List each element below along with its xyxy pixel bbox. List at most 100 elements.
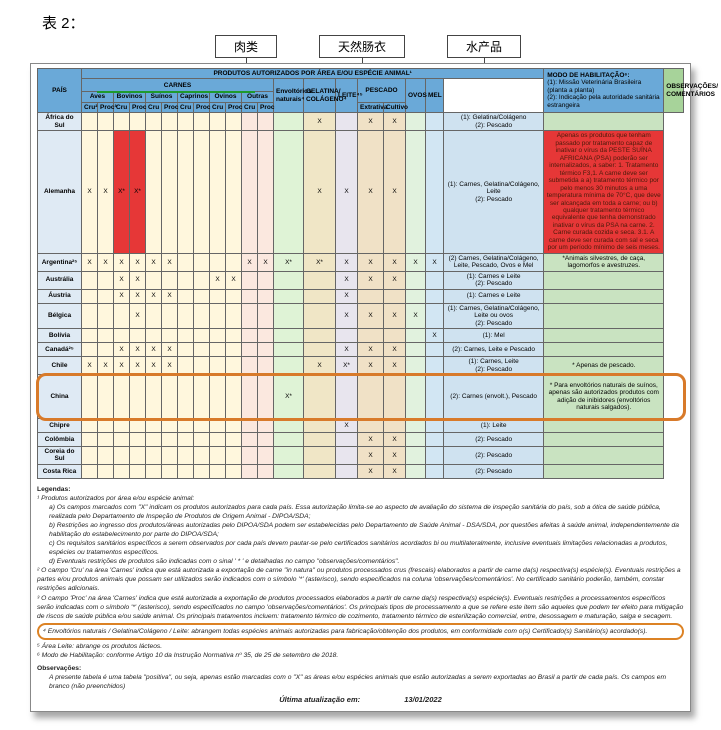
carnes-cell: X (146, 343, 162, 357)
mel-cell: X (426, 253, 444, 271)
carnes-cell (242, 433, 258, 447)
carnes-cell (178, 303, 194, 328)
carnes-cell (98, 375, 114, 419)
update-row: Última atualização em: 13/01/2022 (37, 695, 684, 705)
hab-cell: (2): Carnes, Leite e Pescado (444, 343, 544, 357)
pesc-ext-cell (358, 329, 384, 343)
obs-cell: Apenas os produtos que tenham passado po… (544, 131, 664, 254)
carnes-cell (178, 343, 194, 357)
pesc-cult-cell: X (384, 131, 406, 254)
carnes-cell (130, 464, 146, 478)
carnes-cell (242, 447, 258, 465)
carnes-cell (178, 131, 194, 254)
carnes-cell: X (258, 253, 274, 271)
country-cell: China (38, 375, 82, 419)
gel-cell (304, 343, 336, 357)
carnes-cell (98, 433, 114, 447)
carnes-cell: X (162, 289, 178, 303)
hdr-cultivo: Cultivo (384, 102, 406, 112)
carnes-cell: X (82, 357, 98, 375)
hdr-cru-proc: Cru (178, 102, 194, 112)
hdr-pescado: PESCADO (358, 79, 406, 102)
pesc-cult-cell: X (384, 447, 406, 465)
carnes-cell (178, 419, 194, 433)
gel-cell: X* (304, 253, 336, 271)
country-cell: Bolívia (38, 329, 82, 343)
carnes-cell (146, 433, 162, 447)
env-cell (274, 419, 304, 433)
legend-4-highlight: ⁴ Envoltórios naturais / Gelatina/Coláge… (37, 623, 684, 640)
carnes-cell: X (114, 271, 130, 289)
country-cell: Áustria (38, 289, 82, 303)
ovos-cell (406, 271, 426, 289)
carnes-cell (146, 113, 162, 131)
carnes-cell (130, 329, 146, 343)
obs-cell (544, 464, 664, 478)
hdr-modo-t: MODO DE HABILITAÇÃO⁶: (547, 72, 660, 79)
pesc-cult-cell (384, 289, 406, 303)
ovos-cell (406, 113, 426, 131)
carnes-cell (146, 131, 162, 254)
carnes-cell (242, 303, 258, 328)
carnes-cell (258, 271, 274, 289)
pesc-ext-cell (358, 375, 384, 419)
callout-meat: 肉类 (215, 35, 277, 58)
carnes-cell (130, 113, 146, 131)
leite-cell: X (336, 343, 358, 357)
hdr-modo-1: (1): Missão Veterinária Brasileira (plan… (547, 79, 660, 94)
leite-cell: X* (336, 357, 358, 375)
carnes-cell (242, 329, 258, 343)
obs-cell (544, 419, 664, 433)
obs-cell (544, 433, 664, 447)
obs-cell: * Para envoltórios naturais de suínos, a… (544, 375, 664, 419)
env-cell (274, 464, 304, 478)
carnes-cell (114, 464, 130, 478)
gel-cell (304, 329, 336, 343)
hdr-modo: MODO DE HABILITAÇÃO⁶: (1): Missão Veteri… (544, 69, 664, 113)
leite-cell: X (336, 271, 358, 289)
pesc-ext-cell: X (358, 113, 384, 131)
carnes-cell (258, 113, 274, 131)
carnes-cell (210, 375, 226, 419)
carnes-cell (194, 271, 210, 289)
legend-5: ⁵ Área Leite: abrange os produtos lácteo… (37, 642, 684, 651)
carnes-cell: X* (130, 131, 146, 254)
callout-aquatic: 水产品 (447, 35, 521, 58)
pesc-cult-cell (384, 329, 406, 343)
leite-cell: X (336, 289, 358, 303)
carnes-cell (162, 375, 178, 419)
legend-2: ² O campo 'Cru' na área 'Carnes' indica … (37, 566, 684, 593)
carnes-cell (130, 447, 146, 465)
hdr-mel: MEL (426, 79, 444, 113)
pesc-cult-cell: X (384, 357, 406, 375)
pesc-cult-cell: X (384, 464, 406, 478)
carnes-cell (258, 447, 274, 465)
mel-cell: X (426, 329, 444, 343)
ovos-cell (406, 464, 426, 478)
carnes-cell (226, 447, 242, 465)
hdr-bov: Bovinos (114, 92, 146, 102)
carnes-cell (242, 271, 258, 289)
env-cell (274, 289, 304, 303)
carnes-cell (162, 271, 178, 289)
carnes-cell (226, 113, 242, 131)
carnes-cell: X (82, 253, 98, 271)
pesc-cult-cell: X (384, 343, 406, 357)
carnes-cell (98, 289, 114, 303)
mel-cell (426, 447, 444, 465)
pesc-ext-cell: X (358, 131, 384, 254)
gel-cell (304, 419, 336, 433)
carnes-cell (82, 343, 98, 357)
carnes-cell (146, 375, 162, 419)
carnes-cell (178, 289, 194, 303)
env-cell (274, 303, 304, 328)
carnes-cell (194, 375, 210, 419)
carnes-cell (210, 433, 226, 447)
carnes-cell (178, 447, 194, 465)
carnes-cell: X (130, 253, 146, 271)
carnes-cell: X (130, 303, 146, 328)
carnes-cell: X (130, 271, 146, 289)
carnes-cell: X (114, 357, 130, 375)
carnes-cell (194, 419, 210, 433)
carnes-cell (242, 464, 258, 478)
